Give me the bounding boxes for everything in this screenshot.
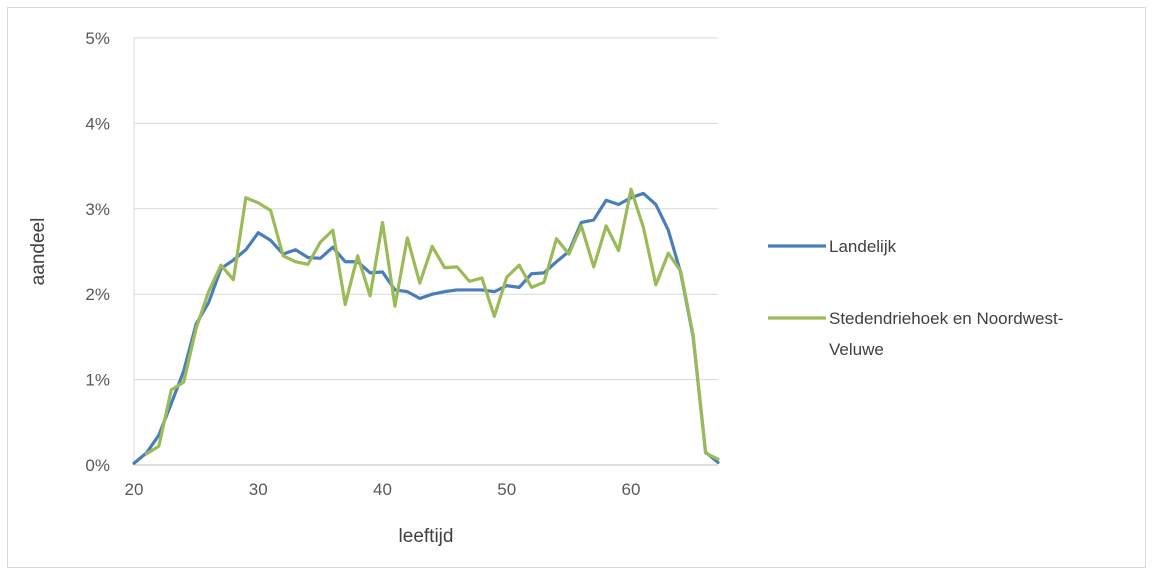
x-tick-label: 50 <box>497 480 516 499</box>
y-tick-label: 4% <box>85 114 110 133</box>
legend: Landelijk Stedendriehoek en Noordwest- Vel… <box>768 237 1063 359</box>
y-axis-title: aandeel <box>28 218 49 286</box>
x-tick-label: 40 <box>373 480 392 499</box>
legend-label-2: Stedendriehoek en Noordwest- <box>829 309 1063 328</box>
x-tick-label: 20 <box>125 480 144 499</box>
x-tick-label: 60 <box>622 480 641 499</box>
series-line-1 <box>132 191 720 465</box>
chart-frame <box>7 7 1146 568</box>
x-tick-label: 30 <box>249 480 268 499</box>
x-axis-title: leeftijd <box>399 526 454 547</box>
y-tick-label: 2% <box>85 285 110 304</box>
legend-label-2: Veluwe <box>829 340 884 359</box>
y-tick-label: 0% <box>85 456 110 475</box>
y-axis-ticks: 0% 1% 2% 3% 4% 5% <box>85 29 110 475</box>
y-tick-label: 1% <box>85 371 110 390</box>
y-tick-label: 3% <box>85 200 110 219</box>
x-axis-ticks: 20 30 40 50 60 <box>125 480 641 499</box>
series-group <box>132 187 720 465</box>
y-tick-label: 5% <box>85 29 110 48</box>
legend-label-1: Landelijk <box>829 237 897 256</box>
series-line-2 <box>144 187 720 461</box>
gridlines <box>133 37 718 466</box>
